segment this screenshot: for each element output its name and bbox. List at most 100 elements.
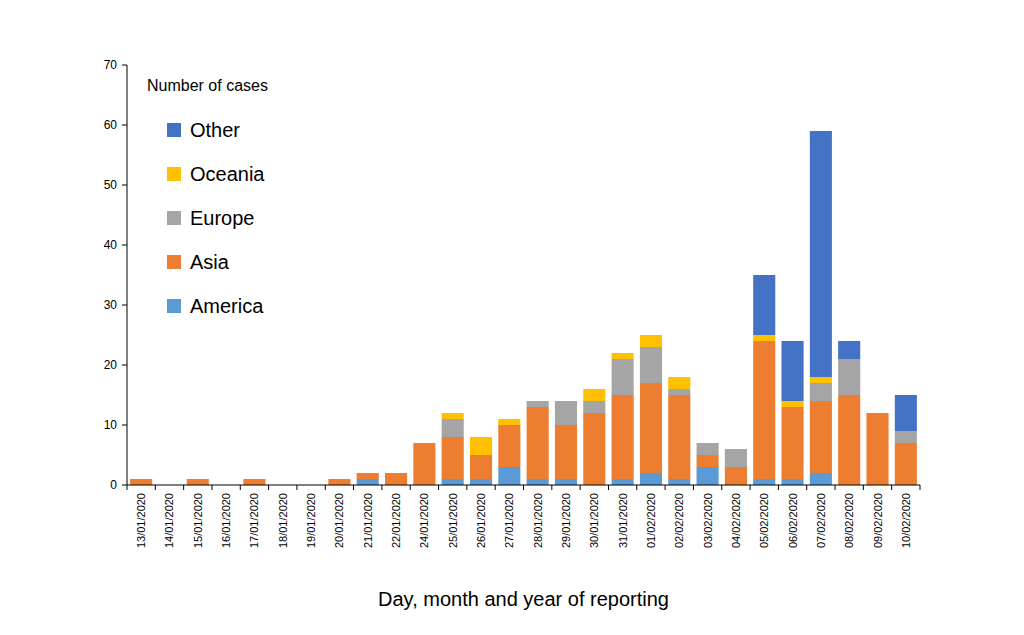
x-tick-label: 06/02/2020 — [787, 493, 799, 548]
x-tick-label: 24/01/2020 — [418, 493, 430, 548]
bar-segment — [697, 443, 719, 444]
x-tick — [750, 485, 751, 490]
bar-segment — [640, 473, 662, 485]
legend-label: Asia — [190, 251, 230, 273]
x-tick-label: 07/02/2020 — [815, 493, 827, 548]
bar-segment — [555, 479, 577, 485]
legend-swatch — [167, 167, 181, 181]
bar-segment — [498, 467, 520, 485]
x-tick — [268, 485, 269, 490]
bar-segment — [668, 377, 690, 378]
x-tick-label: 20/01/2020 — [333, 493, 345, 548]
x-tick — [155, 485, 156, 490]
legend-label: Europe — [190, 207, 255, 229]
bar-segment — [895, 431, 917, 443]
bar-segment — [328, 479, 350, 480]
y-tick-label: 60 — [104, 118, 118, 132]
legend-swatch — [167, 299, 181, 313]
bar-segment — [725, 467, 747, 485]
bar-segment — [810, 377, 832, 383]
x-tick — [636, 485, 637, 490]
bar-segment — [243, 479, 265, 480]
bar-segment — [328, 479, 350, 480]
bar-segment — [357, 473, 379, 479]
bar-segment — [697, 455, 719, 467]
bar-segment — [810, 473, 832, 485]
bars — [130, 131, 917, 485]
bar-segment — [357, 479, 379, 485]
legend: OtherOceaniaEuropeAsiaAmerica — [167, 119, 265, 317]
x-tick-label: 03/02/2020 — [702, 493, 714, 548]
bar-segment — [583, 389, 605, 401]
bar-segment — [385, 473, 407, 474]
y-tick — [122, 305, 127, 306]
legend-label: America — [190, 295, 264, 317]
bar-segment — [555, 425, 577, 479]
bar-segment — [187, 479, 209, 480]
bar-segment — [612, 359, 634, 395]
x-tick — [183, 485, 184, 490]
bar-segment — [470, 455, 492, 479]
bar-segment — [470, 437, 492, 438]
x-tick — [495, 485, 496, 490]
x-tick-label: 16/01/2020 — [220, 493, 232, 548]
bar-segment — [130, 479, 152, 485]
x-tick-label: 30/01/2020 — [588, 493, 600, 548]
x-tick-label: 17/01/2020 — [248, 493, 260, 548]
x-tick — [891, 485, 892, 490]
x-tick-label: 21/01/2020 — [362, 493, 374, 548]
x-tick-label: 18/01/2020 — [277, 493, 289, 548]
x-tick-label: 01/02/2020 — [645, 493, 657, 548]
bar-segment — [612, 395, 634, 479]
bar-segment — [527, 401, 549, 402]
bar-segment — [782, 479, 804, 485]
y-tick-label: 50 — [104, 178, 118, 192]
x-tick — [240, 485, 241, 490]
bar-segment — [243, 479, 265, 480]
x-tick — [665, 485, 666, 490]
bar-segment — [442, 437, 464, 479]
bar-segment — [640, 347, 662, 383]
bar-segment — [753, 335, 775, 341]
x-tick-label: 28/01/2020 — [532, 493, 544, 548]
x-tick — [325, 485, 326, 490]
bar-segment — [413, 443, 435, 444]
bar-segment — [866, 413, 888, 414]
bar-segment — [838, 359, 860, 395]
y-tick — [122, 185, 127, 186]
bar-segment — [725, 449, 747, 450]
x-tick — [466, 485, 467, 490]
x-tick-label: 29/01/2020 — [560, 493, 572, 548]
bar-segment — [442, 413, 464, 419]
bar-segment — [866, 413, 888, 485]
x-tick — [296, 485, 297, 490]
bar-segment — [753, 341, 775, 479]
bar-segment — [470, 479, 492, 485]
x-tick-label: 04/02/2020 — [730, 493, 742, 548]
bar-segment — [357, 473, 379, 474]
bar-segment — [668, 377, 690, 389]
x-tick — [410, 485, 411, 490]
bar-segment — [555, 401, 577, 402]
bar-segment — [668, 389, 690, 395]
bar-segment — [583, 401, 605, 413]
bar-segment — [187, 479, 209, 485]
bar-segment — [753, 275, 775, 335]
x-axis-label: Day, month and year of reporting — [378, 588, 669, 610]
x-tick — [381, 485, 382, 490]
y-axis-label: Number of cases — [147, 77, 268, 94]
legend-swatch — [167, 211, 181, 225]
bar-segment — [442, 419, 464, 437]
bar-segment — [130, 479, 152, 480]
bar-segment — [640, 335, 662, 347]
x-tick — [438, 485, 439, 490]
x-tick-label: 14/01/2020 — [163, 493, 175, 548]
x-tick-label: 02/02/2020 — [673, 493, 685, 548]
bar-segment — [328, 479, 350, 485]
bar-segment — [866, 413, 888, 414]
bar-segment — [782, 407, 804, 479]
y-tick — [122, 245, 127, 246]
x-tick — [580, 485, 581, 490]
bar-segment — [810, 401, 832, 473]
x-tick — [211, 485, 212, 490]
